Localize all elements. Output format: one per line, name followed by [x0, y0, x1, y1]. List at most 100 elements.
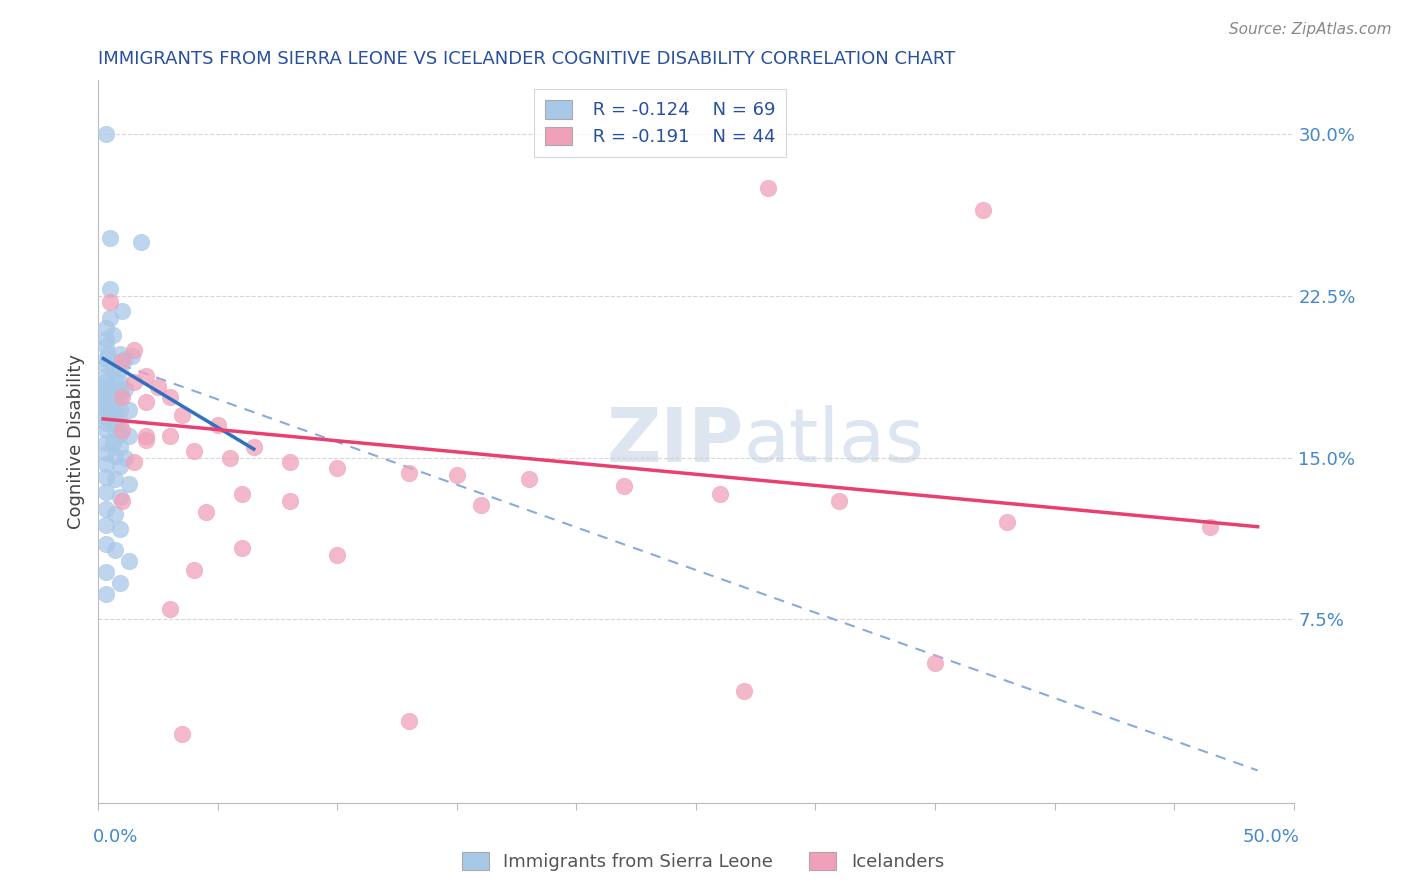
- Point: [111, 353, 134, 368]
- Point: [159, 390, 181, 404]
- Point: [94, 457, 117, 471]
- Point: [94, 435, 117, 450]
- Point: [124, 376, 146, 390]
- Point: [398, 466, 420, 480]
- Point: [121, 349, 143, 363]
- Point: [278, 493, 301, 508]
- Point: [219, 450, 242, 465]
- Point: [118, 403, 141, 417]
- Point: [111, 304, 134, 318]
- Point: [94, 517, 117, 532]
- Point: [108, 384, 131, 398]
- Point: [114, 351, 136, 366]
- Point: [94, 409, 117, 424]
- Point: [104, 543, 127, 558]
- Point: [709, 487, 731, 501]
- Legend: Immigrants from Sierra Leone, Icelanders: Immigrants from Sierra Leone, Icelanders: [454, 845, 952, 879]
- Point: [108, 440, 131, 454]
- Point: [108, 376, 131, 390]
- Point: [101, 416, 124, 430]
- Point: [111, 423, 134, 437]
- Text: 0.0%: 0.0%: [93, 828, 138, 847]
- Point: [446, 467, 468, 482]
- Point: [131, 235, 153, 249]
- Point: [94, 338, 117, 352]
- Point: [114, 450, 136, 465]
- Point: [326, 548, 349, 562]
- Point: [231, 487, 253, 501]
- Point: [104, 449, 127, 463]
- Point: [756, 181, 779, 195]
- Legend:  R = -0.124    N = 69,  R = -0.191    N = 44: R = -0.124 N = 69, R = -0.191 N = 44: [534, 89, 786, 157]
- Point: [97, 347, 120, 361]
- Point: [94, 470, 117, 484]
- Point: [104, 394, 127, 409]
- Point: [114, 382, 136, 396]
- Point: [172, 408, 194, 422]
- Point: [470, 498, 492, 512]
- Point: [101, 327, 124, 342]
- Point: [135, 368, 157, 383]
- Point: [118, 429, 141, 443]
- Point: [94, 376, 117, 390]
- Point: [172, 727, 194, 741]
- Point: [733, 683, 755, 698]
- Point: [231, 541, 253, 556]
- Text: atlas: atlas: [744, 405, 925, 478]
- Point: [135, 394, 157, 409]
- Point: [135, 434, 157, 448]
- Point: [108, 490, 131, 504]
- Point: [972, 202, 994, 217]
- Point: [1199, 520, 1222, 534]
- Point: [104, 472, 127, 486]
- Point: [98, 231, 122, 245]
- Point: [94, 485, 117, 500]
- Point: [183, 563, 205, 577]
- Point: [94, 388, 117, 402]
- Text: 50.0%: 50.0%: [1243, 828, 1299, 847]
- Point: [207, 418, 229, 433]
- Point: [104, 384, 127, 398]
- Point: [94, 446, 117, 460]
- Point: [135, 429, 157, 443]
- Point: [94, 403, 117, 417]
- Point: [278, 455, 301, 469]
- Point: [118, 476, 141, 491]
- Point: [108, 575, 131, 590]
- Point: [108, 427, 131, 442]
- Point: [108, 522, 131, 536]
- Point: [326, 461, 349, 475]
- Text: ZIP: ZIP: [606, 405, 744, 478]
- Point: [613, 479, 636, 493]
- Point: [183, 444, 205, 458]
- Point: [94, 537, 117, 551]
- Point: [94, 368, 117, 383]
- Point: [94, 127, 117, 141]
- Point: [101, 435, 124, 450]
- Point: [104, 423, 127, 437]
- Point: [159, 429, 181, 443]
- Point: [108, 459, 131, 474]
- Point: [108, 390, 131, 404]
- Point: [94, 379, 117, 393]
- Point: [828, 493, 851, 508]
- Point: [111, 390, 134, 404]
- Point: [94, 351, 117, 366]
- Point: [124, 343, 146, 357]
- Point: [101, 362, 124, 376]
- Point: [98, 295, 122, 310]
- Text: IMMIGRANTS FROM SIERRA LEONE VS ICELANDER COGNITIVE DISABILITY CORRELATION CHART: IMMIGRANTS FROM SIERRA LEONE VS ICELANDE…: [98, 50, 956, 68]
- Point: [243, 440, 266, 454]
- Point: [118, 554, 141, 568]
- Point: [94, 586, 117, 600]
- Point: [94, 384, 117, 398]
- Point: [195, 505, 218, 519]
- Point: [995, 516, 1018, 530]
- Point: [159, 601, 181, 615]
- Point: [104, 409, 127, 424]
- Point: [94, 416, 117, 430]
- Point: [98, 283, 122, 297]
- Point: [94, 332, 117, 346]
- Point: [94, 358, 117, 372]
- Point: [108, 403, 131, 417]
